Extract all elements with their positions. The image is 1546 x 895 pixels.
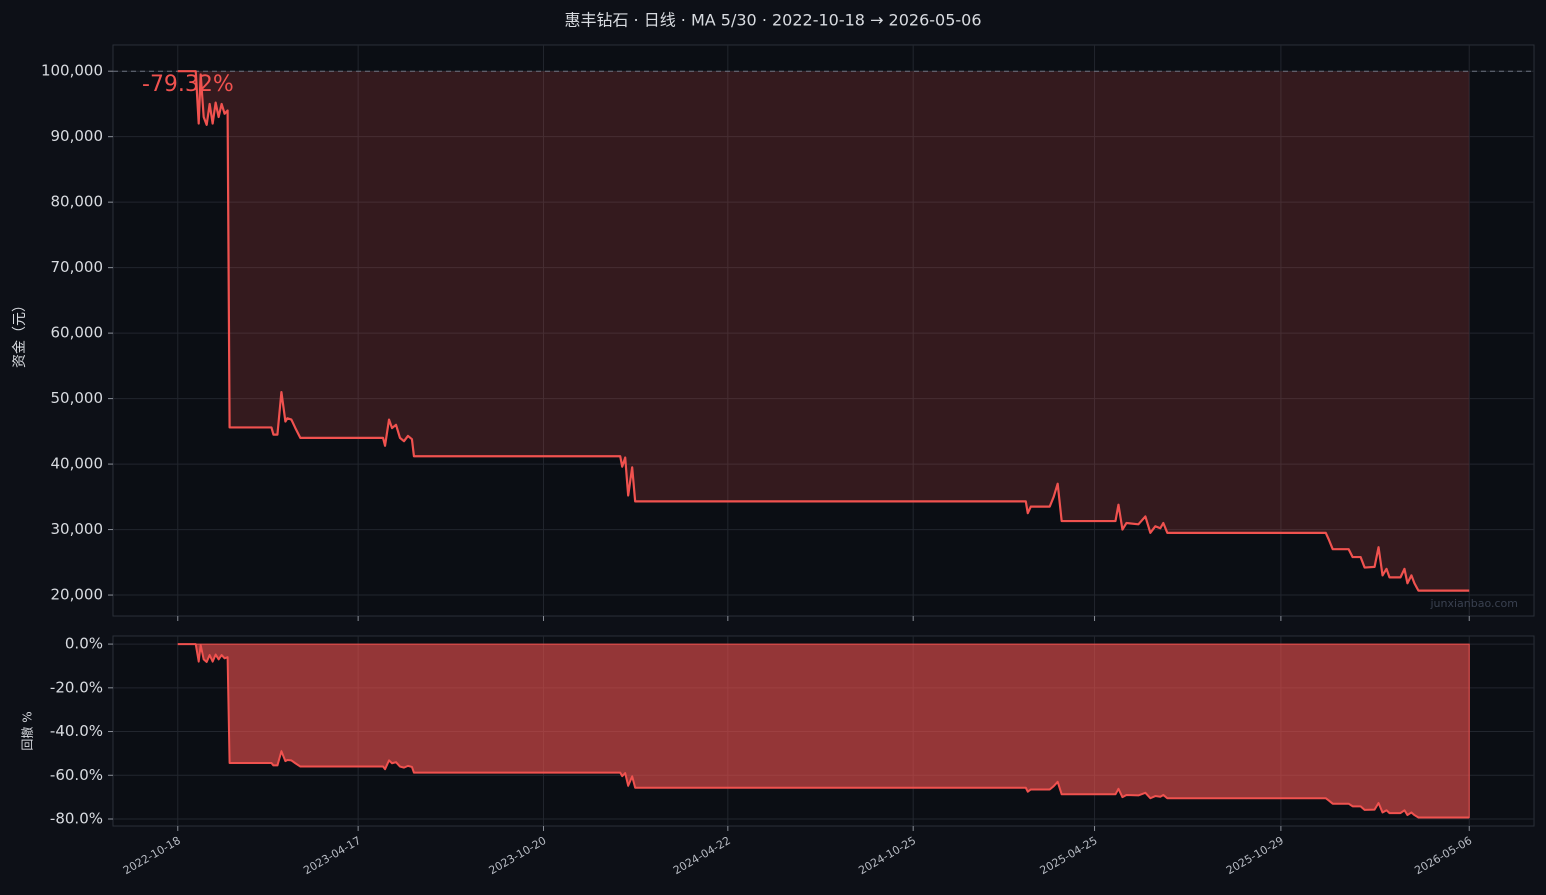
y-tick-label: 30,000 [51,520,104,538]
y-tick-label: 60,000 [51,324,104,342]
y-tick-label: 50,000 [51,389,104,407]
y-tick-label: 90,000 [51,127,104,145]
chart-title: 惠丰钻石 · 日线 · MA 5/30 · 2022-10-18 → 2026-… [564,11,981,30]
annotation: -79.32% [142,72,234,97]
y-tick-label: 70,000 [51,258,104,276]
y-tick-label: 20,000 [51,586,104,604]
y-tick-label: 100,000 [41,62,103,80]
equity-line [177,70,1470,592]
drawdown-line [177,643,1470,819]
y-axis-label: 资金（元） [12,298,28,368]
y-tick-label: 40,000 [51,455,104,473]
y-tick-label: -80.0% [50,810,103,828]
y-tick-label: -20.0% [50,678,103,696]
y-tick-label: -40.0% [50,722,103,740]
y-tick-label: 0.0% [65,635,103,653]
y-tick-label: 80,000 [51,193,104,211]
plot-area [112,44,1535,617]
watermark: junxianbao.com [1429,597,1518,610]
y-axis-label: 回撤 % [20,711,35,750]
y-tick-label: -60.0% [50,766,103,784]
area-fill [177,71,1470,591]
